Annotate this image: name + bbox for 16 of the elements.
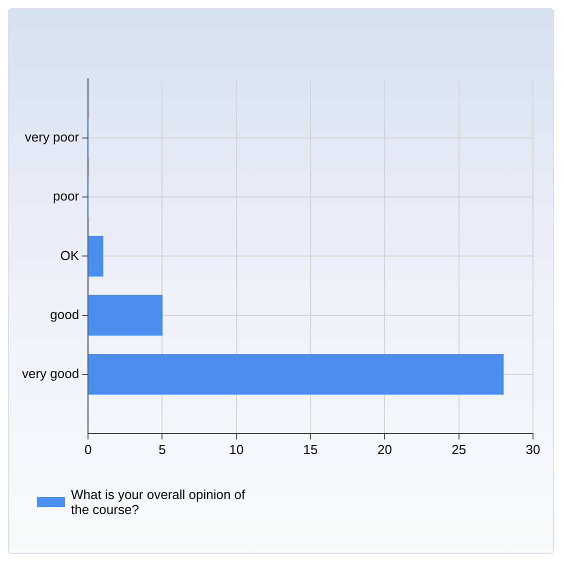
bar xyxy=(88,294,163,336)
x-tick-label: 25 xyxy=(452,442,466,457)
bar xyxy=(88,236,104,277)
legend-label: What is your overall opinion of the course? xyxy=(71,487,246,517)
y-tick-label: poor xyxy=(53,188,80,204)
bar xyxy=(88,354,504,395)
x-tick-label: 15 xyxy=(303,442,318,457)
y-tick-label: good xyxy=(50,306,80,322)
y-tick-label: OK xyxy=(60,248,80,263)
y-tick-label: very good xyxy=(22,366,80,381)
x-tick-label: 30 xyxy=(526,442,540,457)
y-tick-label: very poor xyxy=(24,130,80,145)
x-tick-label: 10 xyxy=(229,442,244,457)
x-tick-label: 0 xyxy=(84,442,92,457)
x-tick-label: 5 xyxy=(158,442,166,457)
x-tick-label: 20 xyxy=(377,442,392,457)
